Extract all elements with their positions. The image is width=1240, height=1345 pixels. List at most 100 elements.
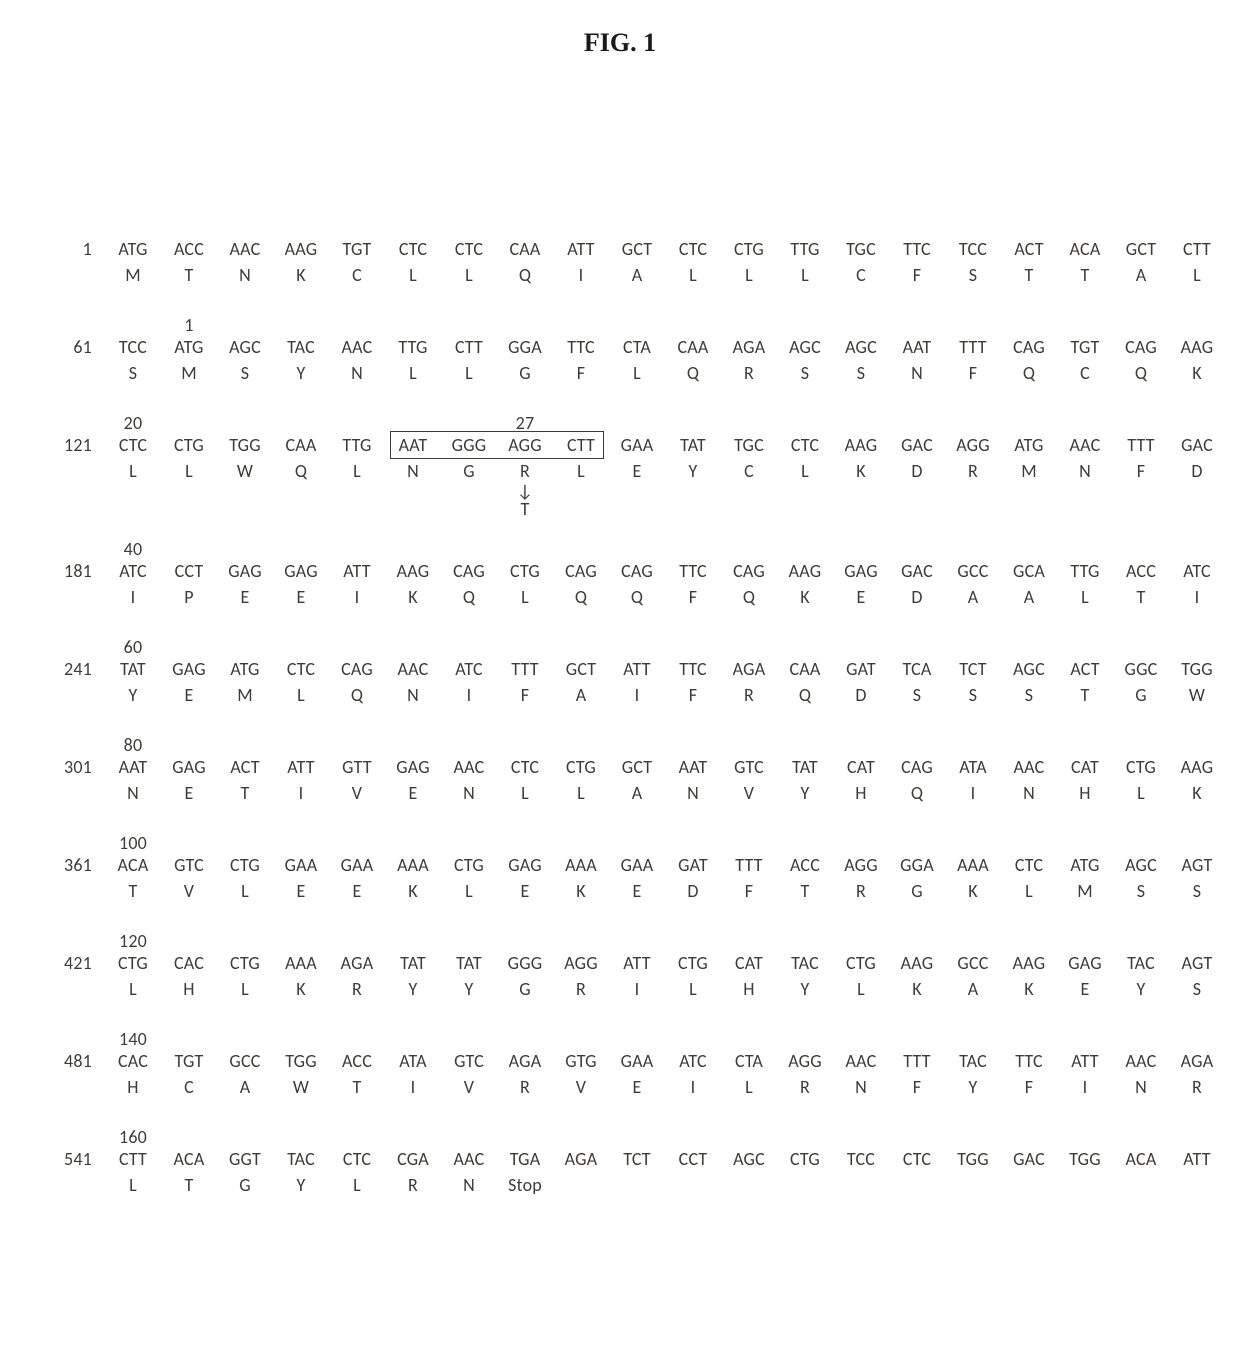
amino-acid: L <box>857 978 865 1000</box>
codon: TTGL <box>338 434 376 482</box>
nucleotide-triplet: TTG <box>398 336 427 358</box>
nucleotide-triplet: ATT <box>1071 1050 1098 1072</box>
codon-list: ATCICCTPGAGEGAGEATTIAAGKCAGQCTGLCAGQCAGQ… <box>114 560 1234 608</box>
amino-acid: Q <box>1135 362 1147 384</box>
nucleotide-triplet: TGA <box>510 1148 541 1170</box>
codon: GAGE <box>170 658 208 706</box>
codon: GAGE <box>506 854 544 902</box>
codon: CTAL <box>618 336 656 384</box>
codon: GAGE <box>170 756 208 804</box>
codon: CAGQ <box>618 560 656 608</box>
codon: TGTC <box>170 1050 208 1098</box>
codon: TATY <box>450 952 488 1000</box>
nucleotide-triplet: TCA <box>902 658 931 680</box>
amino-acid: G <box>519 362 531 384</box>
codon: AGAR <box>506 1050 544 1098</box>
amino-acid: T <box>185 264 194 286</box>
amino-acid: L <box>801 460 809 482</box>
codon: CAAQ <box>786 658 824 706</box>
codon: ATGM <box>1066 854 1104 902</box>
amino-acid: A <box>632 264 643 286</box>
nucleotide-triplet: AGG <box>788 1050 822 1072</box>
sequence-line: 241TATYGAGEATGMCTCLCAGQAACNATCITTTFGCTAA… <box>38 658 1210 706</box>
nucleotide-triplet: CAG <box>733 560 765 582</box>
codon: TACY <box>1122 952 1160 1000</box>
amino-acid: A <box>576 684 587 706</box>
nucleotide-triplet: TGC <box>734 434 764 456</box>
nucleotide-triplet: AGA <box>565 1148 598 1170</box>
nucleotide-triplet: AGC <box>789 336 821 358</box>
codon: AACN <box>450 756 488 804</box>
codon: GATD <box>674 854 712 902</box>
codon: GGCG <box>1122 658 1160 706</box>
amino-acid: L <box>129 978 137 1000</box>
nucleotide-triplet: TCC <box>959 238 987 260</box>
nucleotide-triplet: CTG <box>174 434 204 456</box>
aa-position-label: 20 <box>114 412 152 434</box>
amino-acid: A <box>1024 586 1035 608</box>
nucleotide-triplet: CAG <box>901 756 933 778</box>
nucleotide-triplet: AAA <box>957 854 989 876</box>
nucleotide-triplet: ATT <box>287 756 314 778</box>
codon: TATY <box>786 756 824 804</box>
amino-acid: E <box>185 684 194 706</box>
codon: AACN <box>1010 756 1048 804</box>
nucleotide-triplet: GAA <box>621 434 654 456</box>
codon: ACCT <box>170 238 208 286</box>
codon: ATCI <box>674 1050 712 1098</box>
codon: AAGK <box>1178 756 1216 804</box>
nucleotide-triplet: CCT <box>679 1148 708 1170</box>
amino-acid: A <box>1136 264 1147 286</box>
amino-acid: T <box>129 880 138 902</box>
codon: ACCT <box>1122 560 1160 608</box>
amino-acid: W <box>1189 684 1205 706</box>
sequence-line: 541CTTLACATGGTGTACYCTCLCGARAACNTGAStopAG… <box>38 1148 1210 1196</box>
amino-acid: K <box>576 880 586 902</box>
codon: ATTI <box>282 756 320 804</box>
nucleotide-triplet: ACC <box>790 854 820 876</box>
codon: GGAG <box>506 336 544 384</box>
amino-acid: Q <box>631 586 643 608</box>
codon: TACY <box>282 336 320 384</box>
codon: ATTI <box>562 238 600 286</box>
codon: TCT <box>618 1148 656 1196</box>
amino-acid: S <box>857 362 865 384</box>
amino-acid: L <box>129 460 137 482</box>
nucleotide-triplet: GAG <box>172 756 206 778</box>
codon: AGTS <box>1178 854 1216 902</box>
nucleotide-triplet: TAC <box>959 1050 987 1072</box>
codon: CTGL <box>674 952 712 1000</box>
nucleotide-triplet: AGG <box>956 434 990 456</box>
aa-position-label: 27 <box>506 412 544 434</box>
codon: AAGK <box>394 560 432 608</box>
nucleotide-triplet: AAC <box>1014 756 1045 778</box>
nucleotide-triplet: ACA <box>1070 238 1101 260</box>
codon: ATCI <box>114 560 152 608</box>
amino-acid: Q <box>799 684 811 706</box>
codon: AATN <box>898 336 936 384</box>
codon: AAAK <box>954 854 992 902</box>
codon: CCT <box>674 1148 712 1196</box>
codon: CAGQ <box>562 560 600 608</box>
codon: ATT <box>1178 1148 1216 1196</box>
amino-acid: I <box>971 782 976 804</box>
amino-acid: Y <box>801 978 810 1000</box>
nucleotide-triplet: GAG <box>396 756 430 778</box>
amino-acid: L <box>353 1174 361 1196</box>
amino-acid: K <box>800 586 810 608</box>
codon: CTCL <box>338 1148 376 1196</box>
amino-acid: T <box>801 880 810 902</box>
codon: GAAE <box>618 1050 656 1098</box>
codon: CCTP <box>170 560 208 608</box>
nucleotide-triplet: GAA <box>341 854 374 876</box>
codon: ATCI <box>1178 560 1216 608</box>
codon: CAAQ <box>674 336 712 384</box>
nucleotide-triplet: CTC <box>679 238 707 260</box>
nucleotide-triplet: TGG <box>957 1148 989 1170</box>
codon: TTTF <box>506 658 544 706</box>
codon: AGTS <box>1178 952 1216 1000</box>
aa-position-label: 60 <box>114 636 152 658</box>
nucleotide-triplet: CAC <box>174 952 204 974</box>
codon: GCTA <box>1122 238 1160 286</box>
nucleotide-triplet: TGT <box>1071 336 1100 358</box>
